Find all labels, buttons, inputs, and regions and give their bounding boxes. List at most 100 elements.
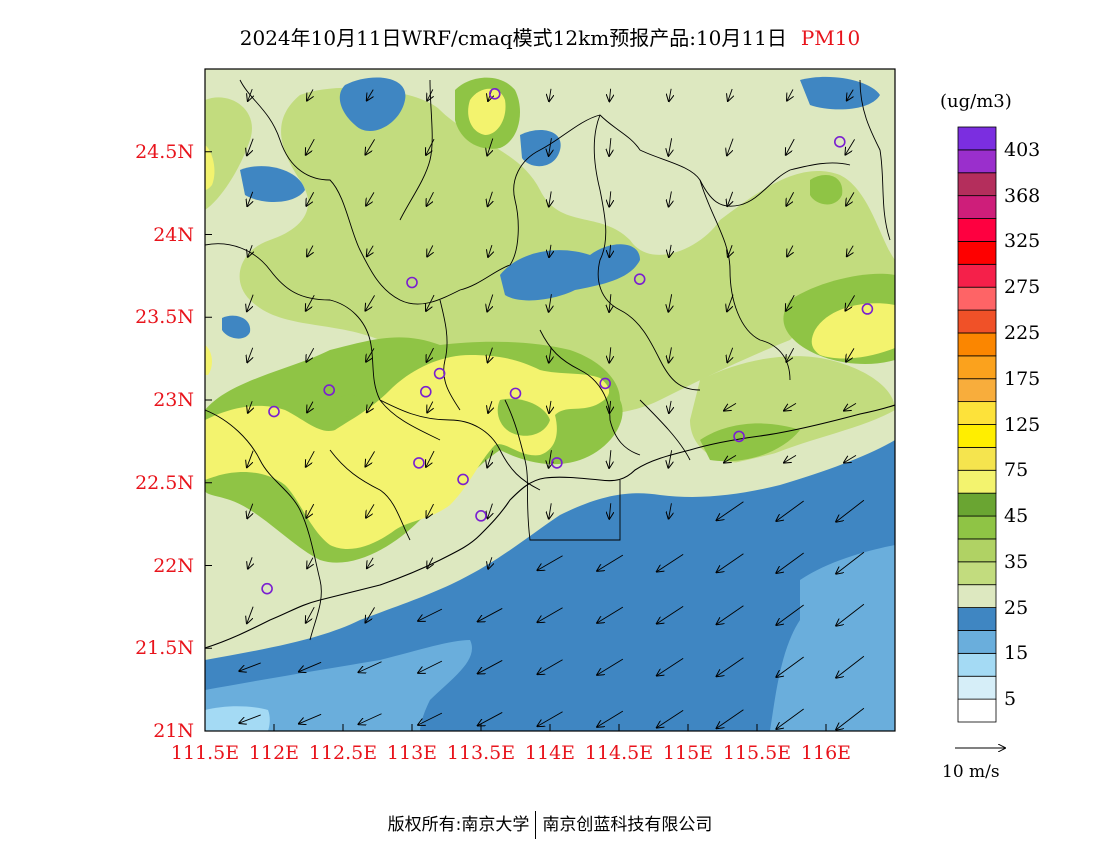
wind-arrow: [844, 403, 857, 410]
wind-arrow: [727, 138, 734, 156]
monitoring-stations: [261, 88, 874, 595]
station-marker: [833, 136, 846, 148]
colorbar-label: 325: [1004, 230, 1041, 253]
colorbar-bin: [957, 446, 997, 471]
lat-tick-label: 21N: [153, 720, 194, 742]
boundary-line: [859, 79, 891, 241]
wind-arrow: [609, 347, 611, 362]
colorbar-label: 15: [1004, 642, 1029, 665]
wind-arrow: [426, 347, 434, 362]
colorbar: [957, 126, 997, 723]
boundary-line: [539, 329, 641, 456]
colorbar-bin: [957, 584, 997, 608]
wind-arrow: [609, 88, 610, 102]
wind-arrow: [306, 294, 315, 311]
colorbar-bin: [957, 263, 997, 288]
wind-arrow: [776, 500, 804, 521]
wind-arrow: [787, 89, 793, 100]
wind-arrow: [537, 555, 563, 570]
wind-arrow: [597, 554, 624, 571]
wind-arrow: [306, 138, 315, 155]
wind-arrow: [724, 403, 737, 410]
band-45-inner-1: [497, 398, 550, 436]
boundary-line: [504, 399, 621, 541]
admin-boundaries: [205, 79, 895, 649]
wind-arrow: [776, 656, 804, 677]
colorbar-label: 368: [1004, 184, 1041, 207]
colorbar-bin: [957, 195, 997, 219]
wind-arrow: [367, 89, 373, 101]
wind-arrow: [597, 658, 624, 675]
colorbar-bin: [957, 538, 997, 563]
footer-right: 南京创蓝科技有限公司: [542, 815, 713, 835]
wind-arrow: [367, 401, 373, 413]
wind-arrow: [418, 712, 443, 725]
wind-arrow: [366, 192, 375, 205]
colorbar-label: 225: [1004, 321, 1041, 344]
wind-arrow: [358, 661, 382, 673]
wind-arrow: [846, 348, 855, 361]
band-45-se: [700, 423, 800, 462]
wind-arrow: [836, 603, 865, 625]
boundary-line: [399, 79, 433, 221]
band-sea-mid-2: [770, 545, 895, 731]
colorbar-label: 275: [1004, 276, 1041, 299]
lon-tick-label: 115.5E: [722, 742, 792, 764]
station-marker: [261, 582, 273, 595]
wind-arrow: [358, 713, 382, 725]
station-marker: [413, 457, 425, 469]
wind-arrow: [846, 192, 855, 205]
lon-tick-label: 114.5E: [584, 742, 654, 764]
colorbar-bin: [957, 378, 997, 403]
wind-arrow: [306, 503, 315, 518]
wind-arrow: [836, 707, 865, 729]
station-marker: [457, 473, 469, 486]
wind-arrow: [786, 192, 795, 206]
wind-arrow: [728, 245, 732, 257]
colorbar-bin: [957, 401, 997, 425]
wind-arrow: [836, 551, 865, 573]
wind-arrow: [418, 660, 443, 673]
wind-arrow: [845, 295, 855, 310]
wind-arrow: [306, 450, 315, 467]
band-75-west-edge: [205, 145, 215, 190]
wind-arrow: [609, 450, 611, 468]
map-title: 2024年10月11日WRF/cmaq模式12km预报产品:10月11日 PM10: [0, 22, 1100, 51]
wind-arrow: [776, 552, 804, 573]
boundary-line: [239, 79, 851, 305]
wind-arrow: [597, 606, 624, 623]
colorbar-label: 175: [1004, 367, 1041, 390]
band-sea-dark: [205, 440, 895, 731]
pollutant-label: PM10: [800, 26, 861, 50]
colorbar-bin: [957, 286, 997, 311]
wind-arrow: [609, 400, 610, 413]
band-sea-mid-1: [205, 640, 472, 731]
wind-arrow: [248, 401, 252, 412]
wind-arrow: [717, 553, 744, 573]
lat-tick-label: 22.5N: [135, 471, 194, 494]
wind-arrow: [247, 294, 254, 312]
station-marker: [488, 88, 501, 100]
wind-arrow: [248, 88, 252, 101]
station-marker: [475, 510, 487, 522]
wind-arrow: [427, 401, 433, 413]
footer-separator: [535, 811, 537, 839]
wind-arrow: [549, 294, 552, 312]
station-marker: [419, 385, 432, 398]
wind-arrow: [488, 347, 493, 363]
wind-arrow: [597, 710, 624, 727]
wind-arrow: [537, 711, 563, 726]
lat-tick-label: 24N: [153, 223, 194, 246]
wind-arrow: [488, 244, 492, 257]
wind-arrow: [306, 347, 315, 362]
wind-arrow: [426, 138, 435, 155]
wind-arrow: [248, 245, 252, 257]
wind-arrow: [657, 658, 684, 675]
station-marker: [733, 430, 745, 443]
wind-arrow: [549, 88, 551, 101]
wind-arrow: [549, 400, 551, 413]
wind-arrow: [365, 607, 375, 622]
lat-tick-label: 22N: [153, 554, 194, 577]
wind-arrow: [549, 244, 551, 257]
colorbar-label: 403: [1004, 138, 1041, 161]
